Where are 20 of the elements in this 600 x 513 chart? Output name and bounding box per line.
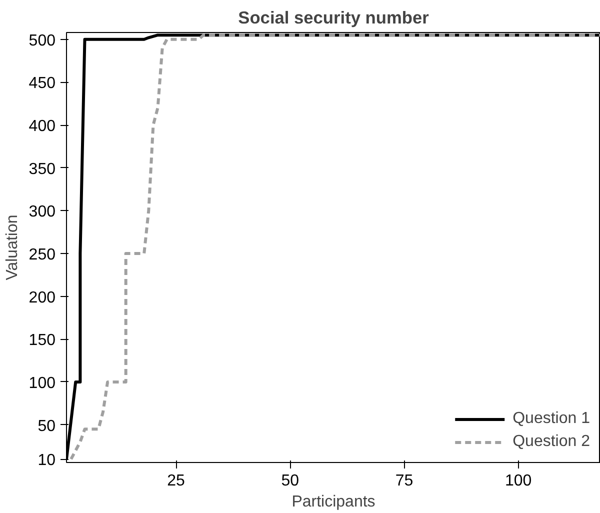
- x-tick-label: 75: [395, 472, 414, 490]
- y-tick-label: 400: [28, 118, 56, 136]
- legend-label: Question 2: [512, 433, 590, 451]
- y-tick-label: 500: [28, 32, 56, 50]
- y-tick-label: 200: [28, 289, 56, 306]
- legend-label: Question 1: [512, 410, 590, 428]
- x-axis-title: Participants: [292, 494, 376, 510]
- y-tick-label: 10: [38, 452, 56, 470]
- chart-title: Social security number: [238, 8, 430, 28]
- x-tick-label: 50: [281, 472, 300, 490]
- y-tick-label: 250: [28, 246, 56, 264]
- y-tick-label: 450: [28, 75, 56, 92]
- y-axis-title: Valuation: [4, 214, 21, 280]
- y-tick-label: 50: [38, 418, 56, 435]
- y-tick-label: 100: [28, 374, 56, 392]
- x-tick-label: 25: [167, 472, 186, 490]
- y-tick-label: 150: [28, 332, 56, 350]
- x-tick-label: 100: [505, 472, 532, 490]
- y-tick-label: 300: [28, 204, 56, 221]
- y-tick-label: 350: [28, 160, 56, 178]
